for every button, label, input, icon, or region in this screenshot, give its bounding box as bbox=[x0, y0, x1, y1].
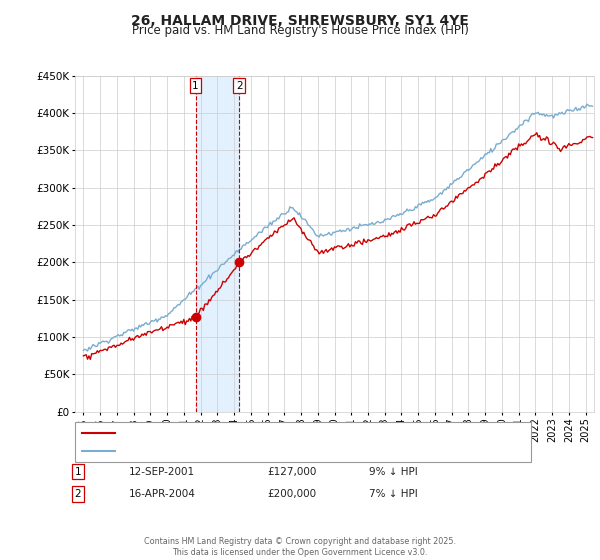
Text: Price paid vs. HM Land Registry's House Price Index (HPI): Price paid vs. HM Land Registry's House … bbox=[131, 24, 469, 37]
Text: 7% ↓ HPI: 7% ↓ HPI bbox=[369, 489, 418, 499]
Text: 26, HALLAM DRIVE, SHREWSBURY, SY1 4YE: 26, HALLAM DRIVE, SHREWSBURY, SY1 4YE bbox=[131, 14, 469, 28]
Text: 26, HALLAM DRIVE, SHREWSBURY, SY1 4YE (detached house): 26, HALLAM DRIVE, SHREWSBURY, SY1 4YE (d… bbox=[121, 428, 428, 438]
Text: £127,000: £127,000 bbox=[267, 466, 316, 477]
Text: 9% ↓ HPI: 9% ↓ HPI bbox=[369, 466, 418, 477]
Text: 1: 1 bbox=[192, 81, 199, 91]
Text: £200,000: £200,000 bbox=[267, 489, 316, 499]
Text: 2: 2 bbox=[236, 81, 242, 91]
Bar bbox=[196, 76, 239, 412]
Text: 12-SEP-2001: 12-SEP-2001 bbox=[129, 466, 195, 477]
Text: 1: 1 bbox=[74, 466, 82, 477]
Text: 16-APR-2004: 16-APR-2004 bbox=[129, 489, 196, 499]
Text: HPI: Average price, detached house, Shropshire: HPI: Average price, detached house, Shro… bbox=[121, 446, 359, 456]
Text: Contains HM Land Registry data © Crown copyright and database right 2025.
This d: Contains HM Land Registry data © Crown c… bbox=[144, 537, 456, 557]
Text: 2: 2 bbox=[74, 489, 82, 499]
